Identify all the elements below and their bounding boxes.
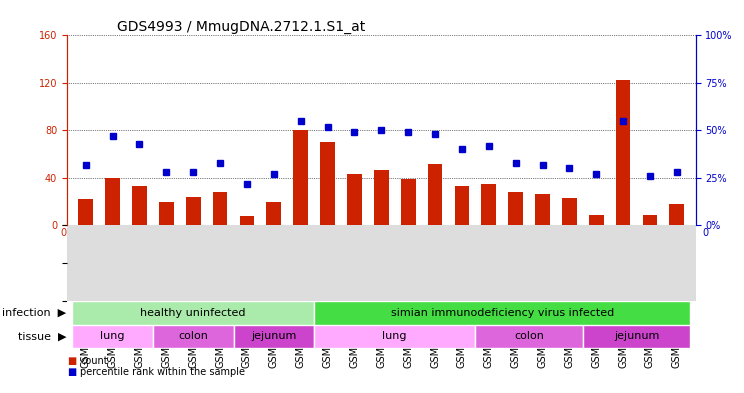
Bar: [159, 202, 174, 225]
Bar: [455, 186, 469, 225]
Bar: [401, 179, 416, 225]
Text: percentile rank within the sample: percentile rank within the sample: [80, 367, 246, 377]
Bar: [320, 142, 335, 225]
Bar: [616, 81, 630, 225]
Bar: [374, 169, 388, 225]
Bar: [266, 202, 281, 225]
Text: count: count: [80, 356, 108, 366]
Text: tissue  ▶: tissue ▶: [18, 331, 66, 341]
Text: colon: colon: [179, 331, 208, 341]
Bar: [105, 178, 120, 225]
Bar: [589, 215, 603, 225]
Bar: [78, 199, 93, 225]
Bar: [234, 325, 314, 348]
Bar: [583, 325, 690, 348]
Bar: [428, 163, 443, 225]
Text: lung: lung: [382, 331, 407, 341]
Bar: [72, 301, 314, 325]
Bar: [670, 204, 684, 225]
Bar: [240, 216, 254, 225]
Bar: [314, 325, 475, 348]
Text: jejunum: jejunum: [614, 331, 659, 341]
Text: simian immunodeficiency virus infected: simian immunodeficiency virus infected: [391, 308, 614, 318]
Text: lung: lung: [100, 331, 125, 341]
Bar: [508, 192, 523, 225]
Bar: [347, 174, 362, 225]
Text: 0: 0: [702, 228, 708, 238]
Bar: [314, 301, 690, 325]
Text: healthy uninfected: healthy uninfected: [141, 308, 246, 318]
Text: infection  ▶: infection ▶: [2, 308, 66, 318]
Bar: [132, 186, 147, 225]
Text: 0: 0: [60, 228, 66, 238]
Text: jejunum: jejunum: [251, 331, 297, 341]
Text: ■: ■: [67, 356, 76, 366]
Bar: [643, 215, 658, 225]
Bar: [562, 198, 577, 225]
Text: GDS4993 / MmugDNA.2712.1.S1_at: GDS4993 / MmugDNA.2712.1.S1_at: [118, 20, 365, 34]
Bar: [475, 325, 583, 348]
Bar: [481, 184, 496, 225]
Bar: [293, 130, 308, 225]
Bar: [153, 325, 234, 348]
Bar: [186, 197, 201, 225]
Bar: [535, 195, 550, 225]
Text: colon: colon: [514, 331, 544, 341]
Bar: [72, 325, 153, 348]
Bar: [213, 192, 228, 225]
Text: ■: ■: [67, 367, 76, 377]
